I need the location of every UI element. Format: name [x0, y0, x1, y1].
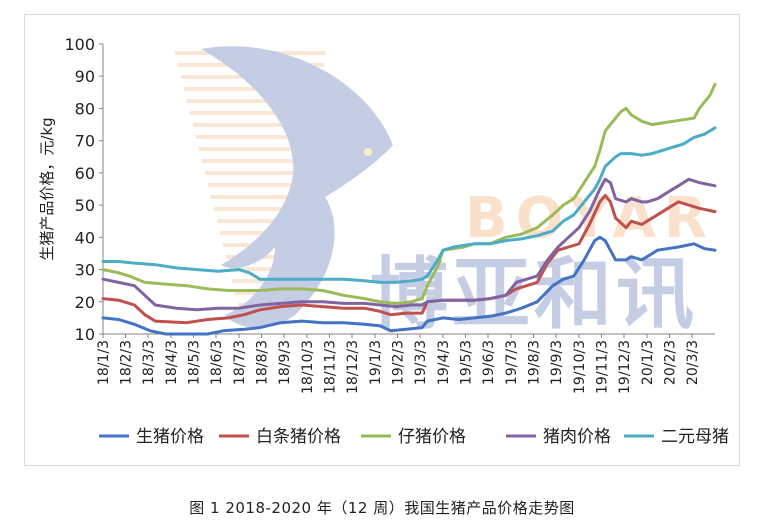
y-axis-label: 生猪产品价格，元/kg	[38, 117, 56, 260]
x-tick-label: 18/1/3	[96, 340, 112, 385]
y-tick-label: 80	[75, 99, 95, 118]
watermark-stripe	[208, 183, 314, 187]
x-tick-label: 19/3/3	[413, 340, 429, 385]
watermark-stripe	[211, 195, 313, 199]
y-tick-label: 70	[75, 132, 95, 151]
x-tick-label: 18/2/3	[118, 340, 134, 385]
legend-label: 仔猪价格	[398, 427, 466, 447]
x-tick-label: 18/12/3	[345, 340, 361, 394]
series-layer	[101, 82, 717, 336]
watermark-stripe	[190, 111, 320, 115]
y-tick-label: 90	[75, 67, 95, 86]
watermark-stripe	[226, 255, 308, 259]
x-tick-label: 18/6/3	[209, 340, 225, 385]
watermark-stripe	[184, 87, 322, 91]
legend-label: 生猪价格	[136, 427, 204, 447]
watermark-stripe	[199, 147, 317, 151]
x-tick-label: 19/2/3	[390, 340, 406, 385]
figure-caption: 图 1 2018-2020 年（12 周）我国生猪产品价格走势图	[189, 499, 575, 517]
legend-label: 猪肉价格	[543, 427, 611, 447]
watermark-stripe	[229, 267, 307, 271]
x-tick-label: 20/2/3	[662, 340, 678, 385]
watermark-stripe	[202, 159, 316, 163]
price-trend-chart: BOYAR 博亚和讯 10 20 30 40 50 60 70 80 90 100 18/1/3 18…	[38, 35, 729, 447]
legend-label: 白条猪价格	[256, 427, 341, 447]
x-tick-label: 19/9/3	[549, 340, 565, 385]
x-tick-label: 19/1/3	[368, 340, 384, 385]
x-tick-label: 19/5/3	[458, 340, 474, 385]
x-tick-label: 20/3/3	[685, 340, 701, 385]
dove-logo-icon	[201, 46, 393, 328]
y-tick-label: 100	[64, 35, 95, 54]
x-tick-label: 18/3/3	[141, 340, 157, 385]
x-tick-label: 19/8/3	[526, 340, 542, 385]
legend-label: 二元母猪	[661, 427, 729, 447]
x-tick-label: 19/11/3	[594, 340, 610, 394]
watermark-stripe	[214, 207, 312, 211]
x-tick-label: 18/8/3	[254, 340, 270, 385]
y-tick-label: 20	[75, 293, 95, 312]
x-tick-label: 18/7/3	[232, 340, 248, 385]
axes: 10 20 30 40 50 60 70 80 90 100 18/1/3 18/2/3 18/3/3 1…	[64, 35, 715, 394]
watermark-stripe	[187, 99, 321, 103]
legend: 生猪价格 白条猪价格 仔猪价格 猪肉价格 二元母猪	[99, 427, 729, 447]
watermark-stripe	[205, 171, 315, 175]
x-tick-label: 19/12/3	[617, 340, 633, 394]
x-tick-label: 20/1/3	[640, 340, 656, 385]
y-tick-label: 60	[75, 164, 95, 183]
x-tick-label: 18/5/3	[186, 340, 202, 385]
x-tick-label: 19/10/3	[572, 340, 588, 394]
series-line-猪肉价格	[101, 177, 717, 312]
x-tick-label: 19/6/3	[481, 340, 497, 385]
y-tick-label: 40	[75, 228, 95, 247]
x-tick-label: 18/4/3	[164, 340, 180, 385]
series-line-生猪价格	[101, 235, 717, 336]
chart-frame: BOYAR 博亚和讯 10 20 30 40 50 60 70 80 90 100 18/1/3 18…	[24, 14, 740, 466]
y-tick-label: 50	[75, 196, 95, 215]
series-line-二元母猪	[101, 126, 717, 284]
x-tick-label: 18/9/3	[277, 340, 293, 385]
watermark: BOYAR 博亚和讯	[175, 46, 707, 340]
watermark-stripe	[196, 135, 318, 139]
watermark-stripe	[193, 123, 319, 127]
y-tick-label: 30	[75, 261, 95, 280]
x-tick-label: 18/11/3	[322, 340, 338, 394]
y-tick-label: 10	[75, 325, 95, 344]
dove-eye-icon	[364, 148, 372, 156]
x-tick-label: 18/10/3	[300, 340, 316, 394]
x-tick-label: 19/4/3	[436, 340, 452, 385]
watermark-stripe	[217, 219, 311, 223]
x-tick-label: 19/7/3	[504, 340, 520, 385]
